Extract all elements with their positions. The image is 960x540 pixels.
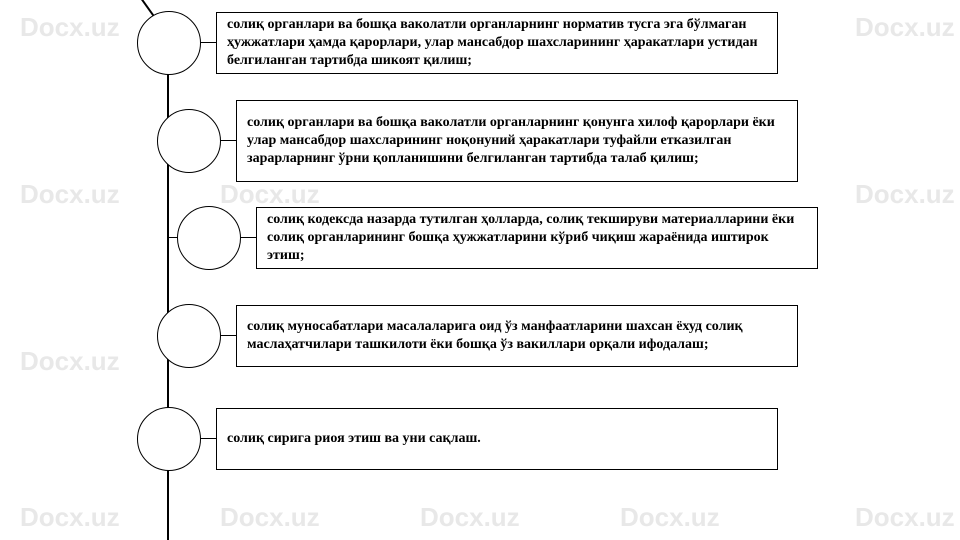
content-box: солиқ органлари ва бошқа ваколатли орган… [216, 12, 778, 74]
connector [219, 140, 236, 141]
node-circle [157, 109, 221, 173]
watermark: Docx.uz [855, 179, 955, 210]
node-circle [137, 407, 201, 471]
connector [239, 237, 256, 238]
watermark: Docx.uz [420, 502, 520, 533]
node-circle [177, 206, 241, 270]
watermark: Docx.uz [20, 346, 120, 377]
connector [219, 335, 236, 336]
box-text: солиқ органлари ва бошқа ваколатли орган… [227, 16, 767, 70]
content-box: солиқ кодексда назарда тутилган ҳолларда… [256, 207, 818, 269]
content-box: солиқ муносабатлари масалаларига оид ўз … [236, 305, 798, 367]
watermark: Docx.uz [20, 179, 120, 210]
node-circle [137, 11, 201, 75]
box-text: солиқ муносабатлари масалаларига оид ўз … [247, 318, 787, 354]
diagram-stage: { "canvas":{"w":960,"h":540,"bg":"#fffff… [0, 0, 960, 540]
box-text: солиқ сирига риоя этиш ва уни сақлаш. [227, 430, 481, 448]
content-box: солиқ сирига риоя этиш ва уни сақлаш. [216, 408, 778, 470]
connector [199, 438, 216, 439]
box-text: солиқ органлари ва бошқа ваколатли орган… [247, 114, 787, 168]
watermark: Docx.uz [855, 502, 955, 533]
watermark: Docx.uz [855, 12, 955, 43]
watermark: Docx.uz [20, 12, 120, 43]
watermark: Docx.uz [620, 502, 720, 533]
box-text: солиқ кодексда назарда тутилган ҳолларда… [267, 211, 807, 265]
watermark: Docx.uz [220, 179, 320, 210]
watermark: Docx.uz [220, 502, 320, 533]
content-box: солиқ органлари ва бошқа ваколатли орган… [236, 100, 798, 182]
connector [199, 42, 216, 43]
node-circle [157, 304, 221, 368]
watermark: Docx.uz [20, 502, 120, 533]
